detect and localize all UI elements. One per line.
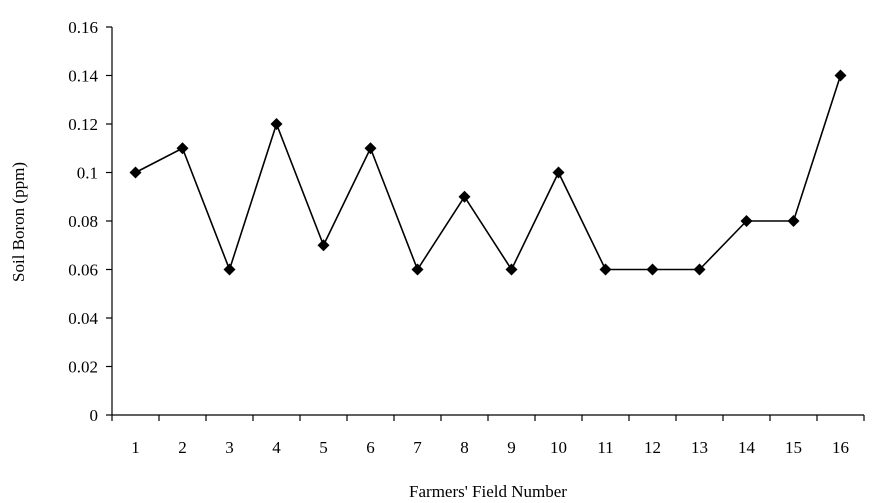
data-point-diamond bbox=[270, 118, 283, 130]
x-tick-label: 13 bbox=[691, 438, 708, 457]
x-axis-title: Farmers' Field Number bbox=[409, 482, 567, 501]
x-tick-label: 5 bbox=[319, 438, 328, 457]
series-line bbox=[135, 75, 842, 272]
y-axis-ticks: 0 0.02 0.04 0.06 0.08 0.1 0.12 0.14 0.16 bbox=[68, 18, 112, 425]
y-tick-label: 0.14 bbox=[68, 67, 98, 86]
data-point-diamond bbox=[505, 263, 518, 276]
data-point-diamond bbox=[599, 263, 612, 276]
data-point-diamond bbox=[834, 69, 847, 82]
series-group bbox=[129, 69, 847, 276]
data-point-diamond bbox=[740, 215, 753, 227]
x-tick-label: 4 bbox=[272, 438, 281, 457]
y-tick-label: 0.08 bbox=[68, 212, 98, 231]
y-axis-title: Soil Boron (ppm) bbox=[9, 162, 28, 282]
x-tick-label: 2 bbox=[178, 438, 187, 457]
data-point-diamond bbox=[552, 166, 565, 179]
data-point-diamond bbox=[129, 166, 142, 179]
x-tick-label: 6 bbox=[366, 438, 375, 457]
x-tick-label: 15 bbox=[785, 438, 802, 457]
data-point-diamond bbox=[223, 263, 236, 276]
x-tick-label: 8 bbox=[460, 438, 469, 457]
x-tick-label: 12 bbox=[644, 438, 661, 457]
y-tick-label: 0.04 bbox=[68, 309, 98, 328]
data-point-diamond bbox=[364, 142, 377, 155]
y-tick-label: 0.1 bbox=[77, 164, 98, 183]
y-tick-label: 0.02 bbox=[68, 358, 98, 377]
x-tick-label: 9 bbox=[507, 438, 516, 457]
y-tick-label: 0 bbox=[90, 406, 99, 425]
x-axis-ticks: 1 2 3 4 5 6 7 8 9 10 11 12 13 14 15 16 bbox=[111, 415, 865, 457]
x-tick-label: 11 bbox=[597, 438, 613, 457]
y-tick-label: 0.16 bbox=[68, 18, 98, 37]
data-point-diamond bbox=[458, 190, 471, 203]
x-tick-label: 16 bbox=[832, 438, 849, 457]
x-tick-label: 7 bbox=[413, 438, 422, 457]
data-point-diamond bbox=[411, 263, 424, 276]
data-point-diamond bbox=[176, 142, 189, 155]
x-tick-label: 3 bbox=[225, 438, 234, 457]
data-point-diamond bbox=[787, 215, 800, 227]
y-tick-label: 0.12 bbox=[68, 115, 98, 134]
y-tick-label: 0.06 bbox=[68, 261, 98, 280]
x-tick-label: 14 bbox=[738, 438, 756, 457]
data-point-diamond bbox=[646, 263, 659, 276]
x-tick-label: 1 bbox=[131, 438, 140, 457]
data-point-diamond bbox=[317, 239, 330, 252]
x-tick-label: 10 bbox=[550, 438, 567, 457]
data-point-diamond bbox=[693, 263, 706, 276]
